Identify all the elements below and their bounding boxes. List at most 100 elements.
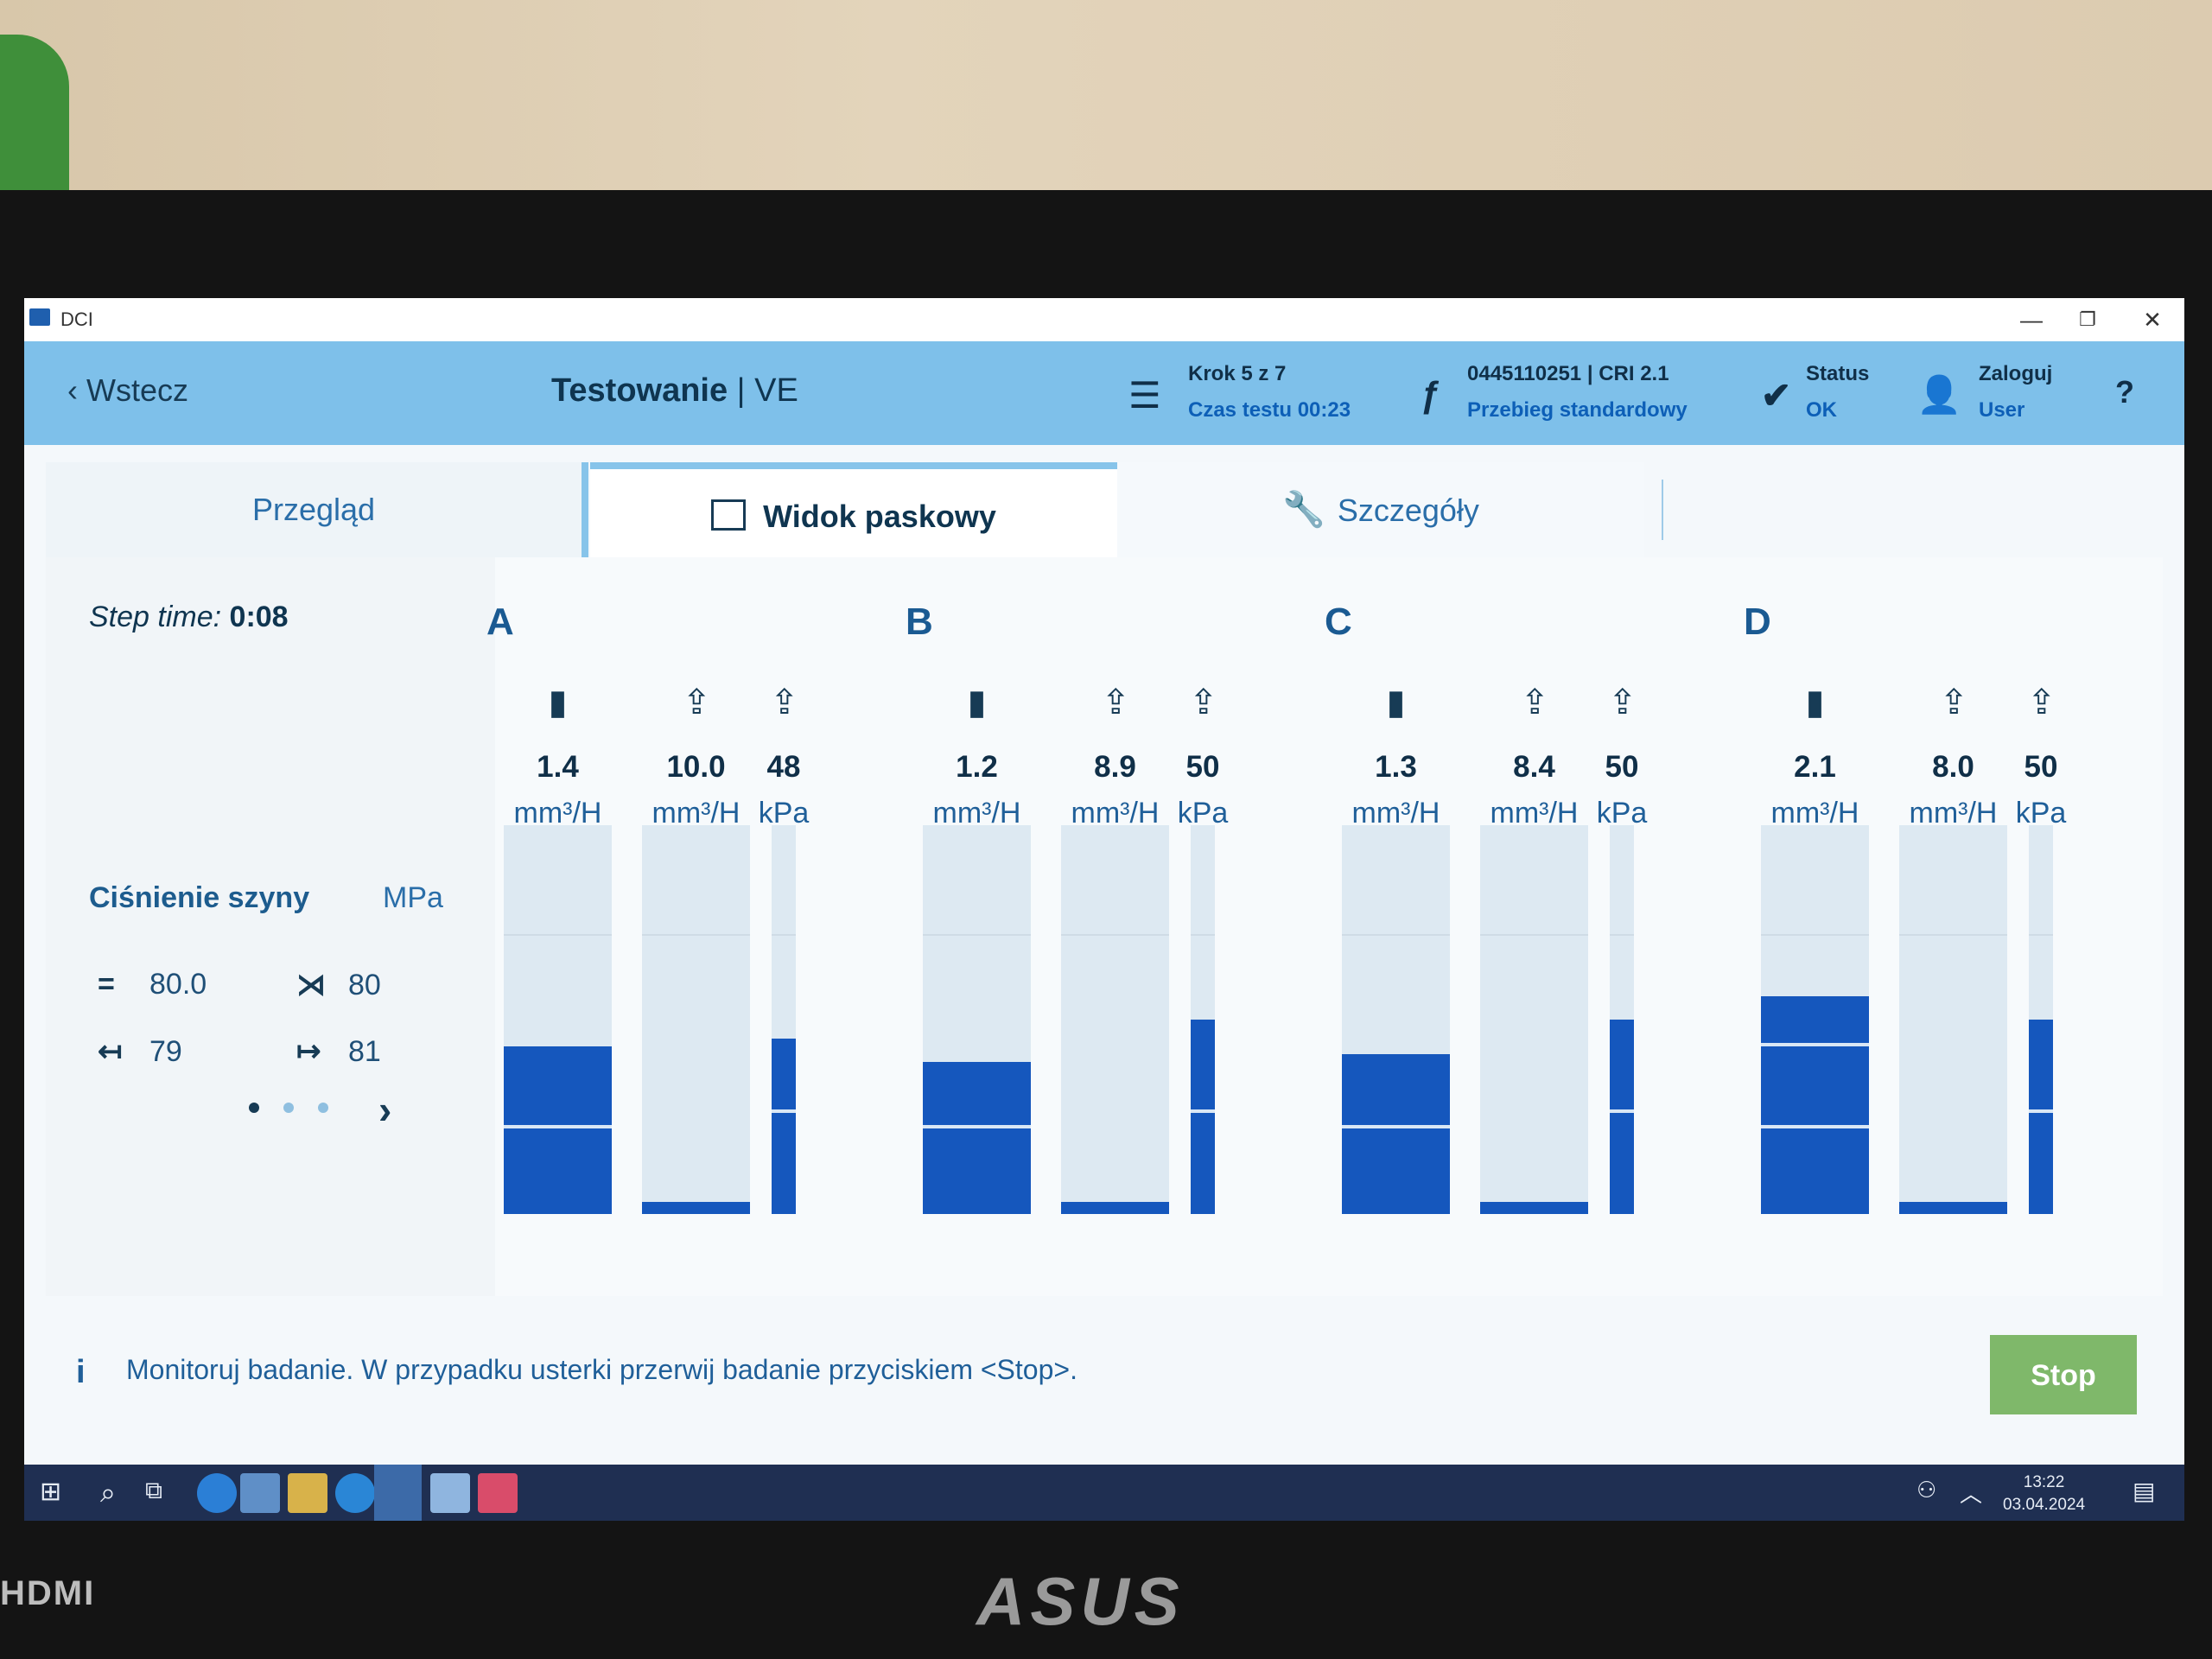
minimize-button[interactable]: — [2020, 307, 2043, 333]
column-unit: mm³/H [932, 797, 1021, 830]
status-value: OK [1806, 398, 1837, 422]
column-value: 2.1 [1794, 750, 1836, 784]
tab-bar: Przegląd Widok paskowy 🔧 Szczegóły [46, 462, 2163, 564]
step-counter: Krok 5 z 7 [1188, 362, 1287, 385]
taskbar: ⊞ ⌕ ⧉ ⚇ ︿ 13:22 03.04.2024 ▤ [24, 1465, 2184, 1521]
remote-app-icon[interactable] [430, 1473, 470, 1513]
bar-track [1761, 825, 1869, 1214]
taskbar-clock[interactable]: 13:22 03.04.2024 [2003, 1471, 2085, 1516]
device-info: 0445110251 | CRI 2.1 Przebieg standardow… [1467, 362, 1688, 423]
login-button[interactable]: Zaloguj User [1979, 362, 2052, 423]
page-title: Testowanie | VE [551, 372, 798, 410]
column-unit: kPa [758, 797, 810, 830]
column-unit: mm³/H [513, 797, 602, 830]
tab-details[interactable]: 🔧 Szczegóły [1117, 462, 1644, 557]
rail-pressure-unit: MPa [383, 881, 443, 914]
bar-tolerance-mark [1761, 1043, 1869, 1046]
next-page-button[interactable]: › [378, 1087, 392, 1132]
bar-fill [642, 1202, 750, 1214]
device-number: 0445110251 | CRI 2.1 [1467, 362, 1669, 385]
search-icon[interactable]: ⌕ [100, 1477, 116, 1508]
network-app-icon[interactable] [240, 1473, 280, 1513]
pressure-mean-value: 80 [348, 969, 381, 1001]
checklist-icon: ☰ [1128, 375, 1161, 416]
pressure-max: ↦ 81 [296, 1034, 381, 1069]
tool-app-icon[interactable] [478, 1473, 518, 1513]
pressure-min-value: 79 [149, 1035, 182, 1068]
page-title-separator: | [728, 372, 755, 409]
back-button[interactable]: ‹ Wstecz [67, 372, 188, 409]
bar-tolerance-mark [1610, 1109, 1634, 1113]
bar-guide-line [1480, 934, 1588, 936]
column-value: 50 [1185, 750, 1220, 784]
group-label-a: A [486, 601, 514, 643]
column-value: 8.0 [1932, 750, 1974, 784]
bar-fill [1899, 1202, 2007, 1214]
download-icon[interactable] [335, 1473, 375, 1513]
task-view-icon[interactable]: ⧉ [145, 1477, 162, 1503]
pressure-setpoint-value: 80.0 [149, 968, 207, 1001]
clock-date: 03.04.2024 [2003, 1496, 2086, 1514]
background-wall [0, 0, 2212, 194]
bar-track [1061, 825, 1169, 1214]
column-unit: mm³/H [1071, 797, 1160, 830]
pressure-setpoint: = 80.0 [98, 968, 207, 1001]
injector-icon: ▮ [967, 683, 987, 721]
bar-guide-line [2029, 934, 2053, 936]
bar-guide-line [1342, 934, 1450, 936]
back-label: Wstecz [86, 372, 189, 408]
page-dot[interactable] [283, 1103, 294, 1113]
screen: DCI — ❐ ✕ ‹ Wstecz Testowanie | VE ☰ Krok… [24, 298, 2184, 1521]
notification-icon[interactable]: ▤ [2133, 1478, 2156, 1504]
help-button[interactable]: ? [2115, 374, 2134, 410]
tab-bar-view[interactable]: Widok paskowy [590, 462, 1117, 564]
page-dot-active[interactable] [249, 1103, 259, 1113]
column-value: 50 [1605, 750, 1639, 784]
app-icon [29, 308, 50, 326]
step-time-value: 0:08 [229, 601, 289, 633]
bar-fill [1480, 1202, 1588, 1214]
status-label: Status [1806, 362, 1870, 385]
user-add-icon[interactable]: 👤 [1916, 374, 1962, 415]
return-icon: ⇪ [682, 683, 712, 721]
tab-overview-label: Przegląd [251, 492, 376, 527]
dci-app-icon[interactable] [374, 1465, 422, 1521]
pressure-icon: ⇪ [1189, 683, 1218, 721]
tab-bar-view-label: Widok paskowy [763, 499, 996, 534]
return-icon: ⇪ [1101, 683, 1131, 721]
file-explorer-icon[interactable] [288, 1473, 327, 1513]
page-dot[interactable] [318, 1103, 328, 1113]
bar-tolerance-mark [923, 1125, 1031, 1128]
window-titlebar: DCI — ❐ ✕ [24, 298, 2184, 341]
step-time-label: Step time: [89, 601, 222, 633]
chevron-up-icon[interactable]: ︿ [1960, 1481, 1983, 1507]
test-mode: Przebieg standardowy [1467, 398, 1688, 422]
info-icon: i [76, 1354, 86, 1390]
bar-fill [772, 1039, 796, 1214]
restore-button[interactable]: ❐ [2079, 308, 2096, 330]
app-header: ‹ Wstecz Testowanie | VE ☰ Krok 5 z 7 Cza… [24, 341, 2184, 445]
windows-start-icon[interactable]: ⊞ [40, 1478, 62, 1506]
bar-tolerance-mark [1342, 1125, 1450, 1128]
bar-guide-line [923, 934, 1031, 936]
tab-overview[interactable]: Przegląd [46, 462, 588, 557]
tab-divider [1662, 480, 1663, 540]
max-icon: ↦ [296, 1035, 321, 1068]
close-button[interactable]: ✕ [2143, 307, 2162, 333]
bar-track [1610, 825, 1634, 1214]
bar-tolerance-mark [772, 1109, 796, 1113]
people-icon[interactable]: ⚇ [1916, 1477, 1937, 1503]
bar-fill [504, 1046, 612, 1214]
login-label: Zaloguj [1979, 362, 2053, 385]
chevron-left-icon: ‹ [67, 372, 78, 408]
checkmark-icon: ✔ [1761, 375, 1792, 416]
edge-browser-icon[interactable] [197, 1473, 237, 1513]
column-value: 50 [2024, 750, 2058, 784]
group-label-d: D [1744, 601, 1771, 643]
bar-guide-line [1899, 934, 2007, 936]
stop-button[interactable]: Stop [1990, 1335, 2137, 1414]
pressure-icon: ⇪ [2027, 683, 2056, 721]
group-label-c: C [1325, 601, 1352, 643]
column-value: 1.4 [537, 750, 579, 784]
column-value: 8.4 [1513, 750, 1555, 784]
